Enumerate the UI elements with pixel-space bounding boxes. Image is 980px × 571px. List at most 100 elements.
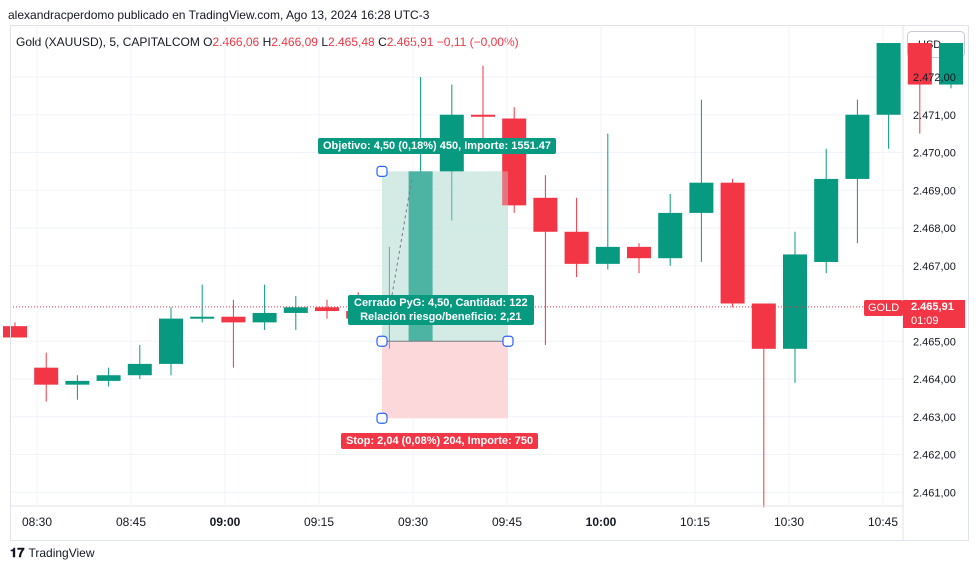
attribution-text: alexandracperdomo publicado en TradingVi… — [8, 8, 430, 22]
open-value: 2.466,06 — [212, 35, 260, 49]
candle — [3, 322, 27, 338]
candle-body — [283, 307, 308, 313]
candle-body — [783, 254, 807, 349]
x-tick-label: 08:45 — [116, 515, 146, 529]
candle-body — [814, 178, 839, 262]
x-tick-label: 10:00 — [586, 515, 617, 529]
low-value: 2.465,48 — [328, 35, 375, 49]
candle-body — [96, 375, 121, 381]
candle — [627, 243, 651, 274]
candle — [315, 299, 339, 319]
pnl-label[interactable]: Cerrado PyG: 4,50, Cantidad: 122 Relació… — [348, 295, 534, 325]
candle — [720, 178, 745, 308]
candle — [814, 148, 839, 274]
candle — [751, 303, 776, 508]
candle-body — [252, 312, 277, 323]
candle-body — [533, 197, 558, 232]
drag-handle[interactable] — [376, 412, 388, 424]
high-label: H — [262, 35, 272, 49]
target-label[interactable]: Objetivo: 4,50 (0,18%) 450, Importe: 155… — [318, 138, 557, 154]
candles — [3, 43, 963, 508]
symbol-legend: Gold (XAUUSD), 5, CAPITALCOM O2.466,06 H… — [16, 35, 519, 49]
candle-body — [845, 114, 870, 179]
candle — [689, 99, 714, 262]
x-tick-label: 10:45 — [868, 515, 898, 529]
y-tick-label: 2.462,00 — [913, 450, 956, 462]
brand-name: TradingView — [28, 546, 95, 560]
y-tick-label: 2.470,00 — [913, 148, 956, 160]
drag-handle[interactable] — [376, 165, 388, 177]
countdown: 01:09 — [911, 315, 939, 327]
candle-body — [939, 43, 963, 85]
y-tick-label: 2.468,00 — [913, 223, 956, 235]
y-tick-label: 2.467,00 — [913, 261, 956, 273]
low-label: L — [321, 35, 328, 49]
candle — [252, 284, 277, 330]
position-handles — [376, 165, 514, 424]
stop-label[interactable]: Stop: 2,04 (0,08%) 204, Importe: 750 — [341, 433, 539, 449]
x-tick-label: 10:30 — [774, 515, 804, 529]
x-tick-label: 09:30 — [398, 515, 428, 529]
candle — [658, 194, 683, 266]
footer-brand[interactable]: 𝟏𝟕 TradingView — [10, 545, 95, 561]
candle-body — [595, 246, 620, 264]
candle — [907, 43, 932, 134]
candle — [564, 197, 589, 278]
candle — [876, 43, 901, 149]
symbol-price-tag: GOLD — [864, 300, 904, 316]
candle — [127, 345, 152, 379]
candle-body — [315, 307, 339, 312]
x-tick-label: 09:45 — [492, 515, 522, 529]
candle — [471, 65, 495, 149]
pnl-line-2: Relación riesgo/beneficio: 2,21 — [360, 311, 522, 323]
candle — [190, 284, 215, 323]
candle-body — [564, 231, 589, 264]
y-axis: 2.472,00 2.471,00 2.470,00 2.469,00 2.468,00… — [902, 26, 956, 540]
candle — [502, 107, 527, 213]
candle — [65, 375, 90, 400]
drag-handle[interactable] — [502, 335, 514, 347]
candle — [283, 295, 308, 330]
candle-body — [751, 303, 776, 349]
y-tick-label: 2.461,00 — [913, 487, 956, 499]
candle — [159, 307, 183, 376]
candle — [783, 231, 807, 383]
y-tick-label: 2.469,00 — [913, 185, 956, 197]
candle — [939, 43, 963, 89]
candle-body — [159, 318, 183, 364]
candle-body — [65, 380, 90, 385]
candle — [221, 299, 246, 368]
tradingview-logo-icon: 𝟏𝟕 — [10, 545, 25, 560]
close-value: 2.465,91 — [386, 35, 434, 49]
symbol-name: Gold (XAUUSD), 5, CAPITALCOM — [16, 35, 200, 49]
x-tick-label: 09:00 — [210, 515, 241, 529]
candle-body — [658, 212, 683, 259]
y-tick-label: 2.463,00 — [913, 412, 956, 424]
candle-body — [127, 363, 152, 376]
candle-body — [689, 182, 714, 213]
candle-body — [190, 316, 215, 319]
candle-body — [221, 316, 246, 323]
x-tick-label: 09:15 — [304, 515, 334, 529]
x-tick-label: 08:30 — [22, 515, 52, 529]
stop-zone-overlay — [382, 341, 508, 419]
close-label: C — [378, 35, 387, 49]
candle — [595, 133, 620, 270]
stop-zone — [382, 341, 508, 419]
candle-body — [502, 118, 527, 206]
drag-handle[interactable] — [376, 335, 388, 347]
candle — [34, 352, 59, 402]
candle — [96, 367, 121, 387]
open-label: O — [203, 35, 213, 49]
candle-body — [627, 246, 651, 259]
candle-body — [471, 114, 495, 117]
candle-body — [907, 43, 932, 85]
x-axis: 08:30 08:45 09:00 09:15 09:30 09:45 10:00 10:15… — [10, 505, 903, 529]
y-tick-label: 2.464,00 — [913, 374, 956, 386]
candle-body — [876, 43, 901, 115]
last-price-box: 2.465,91 01:09 — [903, 300, 965, 328]
candle-body — [720, 182, 745, 304]
last-price: 2.465,91 — [911, 301, 954, 313]
y-tick-label: 2.471,00 — [913, 110, 956, 122]
